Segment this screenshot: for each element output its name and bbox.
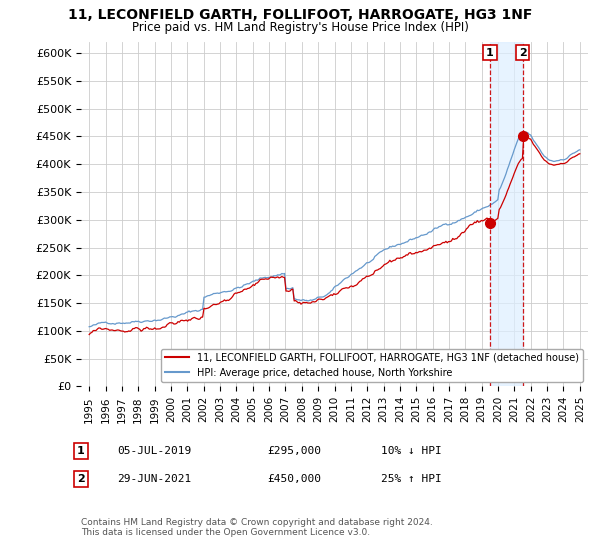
Legend: 11, LECONFIELD GARTH, FOLLIFOOT, HARROGATE, HG3 1NF (detached house), HPI: Avera: 11, LECONFIELD GARTH, FOLLIFOOT, HARROGA… (161, 349, 583, 381)
Text: £450,000: £450,000 (267, 474, 321, 484)
Text: 10% ↓ HPI: 10% ↓ HPI (381, 446, 442, 456)
Text: £295,000: £295,000 (267, 446, 321, 456)
Bar (490, 42, 523, 386)
Text: 29-JUN-2021: 29-JUN-2021 (117, 474, 191, 484)
Text: 1: 1 (486, 48, 494, 58)
Text: 25% ↑ HPI: 25% ↑ HPI (381, 474, 442, 484)
Text: 2: 2 (77, 474, 85, 484)
Text: 05-JUL-2019: 05-JUL-2019 (117, 446, 191, 456)
Text: 11, LECONFIELD GARTH, FOLLIFOOT, HARROGATE, HG3 1NF: 11, LECONFIELD GARTH, FOLLIFOOT, HARROGA… (68, 8, 532, 22)
Text: Price paid vs. HM Land Registry's House Price Index (HPI): Price paid vs. HM Land Registry's House … (131, 21, 469, 34)
Text: Contains HM Land Registry data © Crown copyright and database right 2024.
This d: Contains HM Land Registry data © Crown c… (81, 518, 433, 538)
Text: 2: 2 (519, 48, 526, 58)
Text: 1: 1 (77, 446, 85, 456)
